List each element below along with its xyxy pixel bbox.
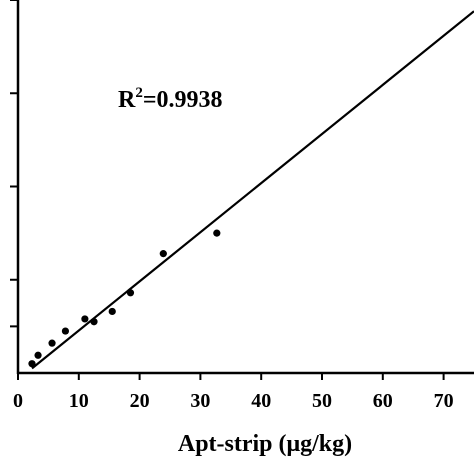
data-point [48,339,56,347]
data-point [34,351,42,359]
ticks [10,0,445,380]
x-axis-title: Apt-strip (μg/kg) [178,431,352,457]
data-point [159,250,167,258]
x-tick-label: 10 [69,390,89,412]
r-squared-sup: 2 [135,85,143,101]
data-points [28,229,221,368]
fit-line [31,10,474,370]
x-tick-label: 60 [373,390,393,412]
data-point [90,318,98,326]
data-point [61,327,70,335]
x-tick-label: 0 [13,390,23,412]
data-point [28,360,36,368]
x-tick-label: 30 [190,390,210,412]
x-tick-label: 50 [312,390,332,412]
x-tick-labels: 0 10 20 30 40 50 60 70 [13,390,454,412]
data-point [108,307,116,316]
x-tick-label: 20 [130,390,150,412]
r-squared-annotation: R2=0.9938 [118,85,223,113]
r-squared-value: =0.9938 [143,87,223,113]
x-tick-label: 40 [251,390,271,412]
x-tick-label: 70 [434,390,454,412]
data-point [81,315,89,323]
data-point [126,289,135,297]
r-squared-prefix: R [118,87,136,113]
data-point [213,229,221,237]
